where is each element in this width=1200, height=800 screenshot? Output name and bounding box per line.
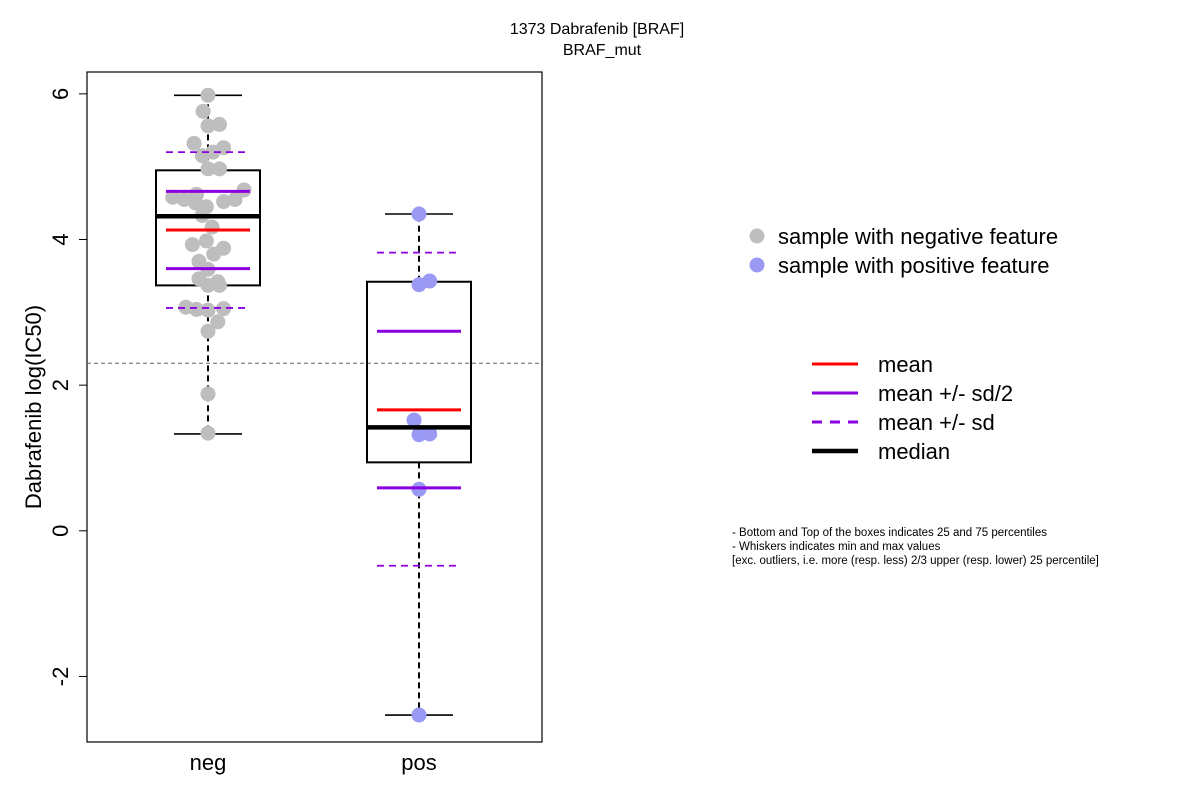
sample-point <box>422 273 438 289</box>
note-line: - Bottom and Top of the boxes indicates … <box>732 527 1047 539</box>
chart-title: 1373 Dabrafenib [BRAF] <box>510 21 684 38</box>
sample-point <box>184 237 200 253</box>
sample-point <box>200 87 216 103</box>
sample-point <box>195 103 211 119</box>
sample-point <box>411 427 427 443</box>
note-line: - Whiskers indicates min and max values <box>732 541 941 553</box>
stat-layer <box>156 151 471 567</box>
sample-point <box>411 206 427 222</box>
sample-point <box>200 161 216 177</box>
sample-point <box>211 116 227 132</box>
note-line: [exc. outliers, i.e. more (resp. less) 2… <box>732 555 1099 567</box>
legend-point-label: sample with negative feature <box>778 224 1058 249</box>
legend-line-label: mean +/- sd/2 <box>878 381 1013 406</box>
sample-point <box>200 323 216 339</box>
sample-point <box>406 412 422 428</box>
legend-point-label: sample with positive feature <box>778 253 1049 278</box>
sample-point <box>216 194 232 210</box>
sample-point <box>227 191 243 207</box>
point-layer <box>165 87 438 723</box>
box-layer <box>155 94 472 716</box>
sample-point <box>200 118 216 134</box>
y-axis-label: Dabrafenib log(IC50) <box>21 305 46 509</box>
notes-block: - Bottom and Top of the boxes indicates … <box>732 527 1099 567</box>
sample-point <box>206 246 222 262</box>
y-tick-label: 2 <box>48 379 73 391</box>
sample-point <box>200 302 216 318</box>
legend-line-label: mean <box>878 352 933 377</box>
y-tick-label: -2 <box>48 667 73 687</box>
legend-line-label: mean +/- sd <box>878 410 995 435</box>
point-legend: sample with negative feature sample with … <box>749 224 1058 278</box>
sample-point <box>422 426 438 442</box>
sample-point <box>211 161 227 177</box>
x-tick-label-pos: pos <box>401 750 436 775</box>
sample-point <box>204 219 220 235</box>
sample-point <box>186 135 202 151</box>
sample-point <box>165 189 181 205</box>
sample-point <box>176 191 192 207</box>
sample-point <box>198 233 214 249</box>
sample-point <box>205 144 221 160</box>
y-axis: -2 0 2 4 6 <box>48 88 88 687</box>
y-tick-label: 0 <box>48 525 73 537</box>
sample-point <box>211 277 227 293</box>
sample-point <box>200 425 216 441</box>
sample-point <box>200 277 216 293</box>
sample-point <box>210 314 226 330</box>
legend-point-swatch <box>749 228 765 244</box>
line-legend: mean mean +/- sd/2 mean +/- sd median <box>812 352 1013 464</box>
sample-point <box>216 301 232 317</box>
sample-point <box>411 707 427 723</box>
legend-point-swatch <box>749 257 765 273</box>
x-axis: neg pos <box>190 750 437 775</box>
sample-point <box>189 301 205 317</box>
x-tick-label-neg: neg <box>190 750 227 775</box>
y-tick-label: 4 <box>48 233 73 245</box>
y-tick-label: 6 <box>48 88 73 100</box>
chart-subtitle: BRAF_mut <box>563 42 642 59</box>
sample-point <box>200 386 216 402</box>
legend-line-label: median <box>878 439 950 464</box>
